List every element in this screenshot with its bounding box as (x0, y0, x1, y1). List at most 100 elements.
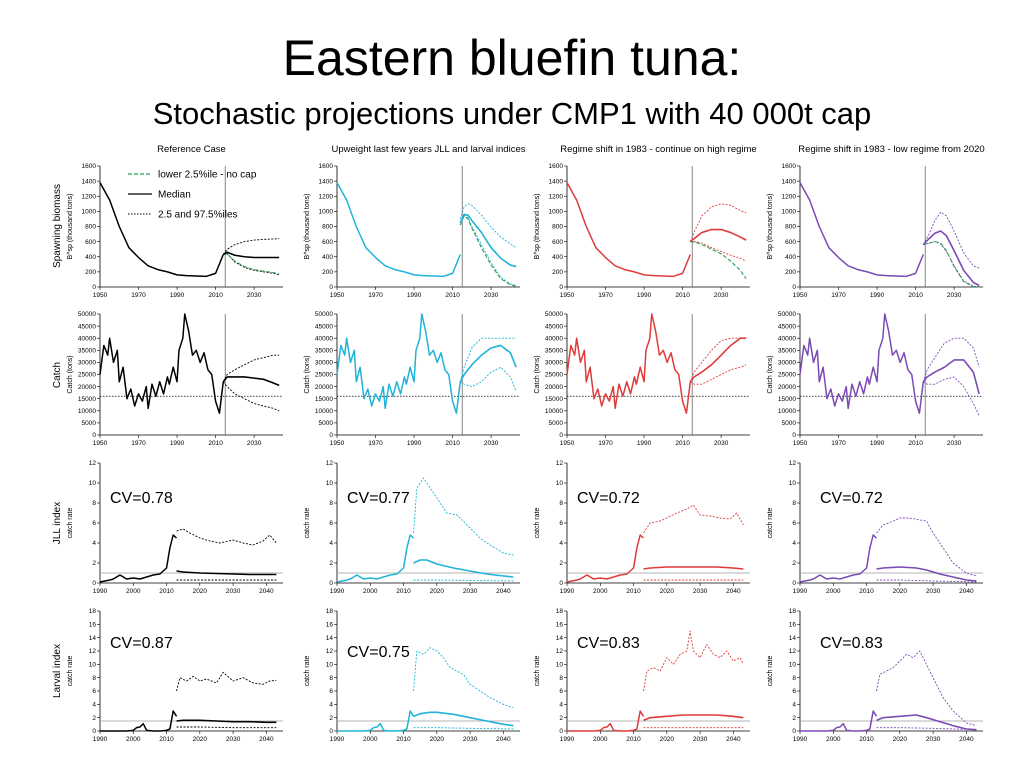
r1c2-historical-line (566, 313, 692, 414)
r3c0-ytick-label: 14 (89, 635, 97, 642)
r2c1-xtick-label: 1990 (330, 588, 345, 595)
r2c3-cv-label: CV=0.72 (820, 490, 883, 507)
column-title-0: Reference Case (157, 144, 226, 155)
r1c1-xtick-label: 2030 (484, 440, 499, 447)
r0c3-ylabel: B^sp (thousand tons) (767, 194, 774, 260)
r0c1-ytick-label: 1600 (319, 163, 334, 170)
r1c3-upper-percentile-line (922, 337, 980, 382)
r3c0-xtick-label: 2030 (226, 736, 241, 743)
r2c2-upper-percentile-line (643, 504, 744, 534)
r0c0-ytick-label: 400 (85, 254, 96, 261)
r3c2-ytick-label: 12 (556, 648, 564, 655)
r3c3-ytick-label: 0 (792, 728, 796, 735)
r3c3-xtick-label: 2030 (926, 736, 941, 743)
r2c2-ytick-label: 4 (559, 540, 563, 547)
r1c0-ytick-label: 40000 (78, 335, 96, 342)
r0c1-ytick-label: 1200 (319, 193, 334, 200)
r2c2-cv-label: CV=0.72 (577, 490, 640, 507)
r3c1-ytick-label: 8 (329, 675, 333, 682)
r3c0-xtick-label: 2040 (259, 736, 274, 743)
r0c2-ytick-label: 600 (552, 239, 563, 246)
r3c0-ytick-label: 18 (89, 608, 97, 615)
r1c1-xtick-label: 1950 (330, 440, 345, 447)
r0c1-xtick-label: 1990 (407, 292, 422, 299)
r0c3-ytick-label: 1600 (782, 163, 797, 170)
r3c3-lower-percentile-line (876, 727, 977, 731)
r1c0-median-line (222, 376, 280, 387)
r2c0-xtick-label: 2020 (193, 588, 208, 595)
r1c1-ytick-label: 20000 (315, 384, 333, 391)
r0c2-ytick-label: 0 (559, 284, 563, 291)
r1c0-ytick-label: 20000 (78, 384, 96, 391)
r0c3-ytick-label: 600 (785, 239, 796, 246)
r0c2-historical-line (566, 182, 691, 278)
r3c1-ytick-label: 16 (326, 622, 334, 629)
r2c1-lower-percentile-line (413, 579, 514, 582)
r1c2-ytick-label: 45000 (545, 323, 563, 330)
r2c0-xtick-label: 2030 (226, 588, 241, 595)
r2c0-ytick-label: 4 (92, 540, 96, 547)
r2c0-ytick-label: 0 (92, 580, 96, 587)
r2c1-xtick-label: 2010 (396, 588, 411, 595)
r2c0-median-line (176, 570, 277, 576)
r3c2-xtick-label: 2000 (593, 736, 608, 743)
r0c2-ytick-label: 1200 (549, 193, 564, 200)
r3c3-xtick-label: 2040 (959, 736, 974, 743)
r0c3-upper-percentile-line (922, 211, 980, 269)
r0c3-xtick-label: 2030 (947, 292, 962, 299)
r3c2-ytick-label: 0 (559, 728, 563, 735)
r0c2-ytick-label: 1400 (549, 178, 564, 185)
r1c2-xtick-label: 1970 (598, 440, 613, 447)
r1c0-xtick-label: 2030 (247, 440, 262, 447)
r0c3-xtick-label: 1970 (831, 292, 846, 299)
r3c1-ytick-label: 12 (326, 648, 334, 655)
r1c1-ytick-label: 35000 (315, 348, 333, 355)
r1c1-ytick-label: 15000 (315, 396, 333, 403)
r3c0-xtick-label: 2020 (193, 736, 208, 743)
r0c1-upper-percentile-line (459, 203, 517, 249)
r0c1-ytick-label: 600 (322, 239, 333, 246)
r1c0-ytick-label: 35000 (78, 348, 96, 355)
r1c1-ytick-label: 40000 (315, 335, 333, 342)
r1c1-median-line (459, 344, 517, 383)
r3c1-ytick-label: 0 (329, 728, 333, 735)
r0c0-xtick-label: 1990 (170, 292, 185, 299)
r1c2-ytick-label: 0 (559, 432, 563, 439)
r1c2-ytick-label: 20000 (545, 384, 563, 391)
r0c0-ytick-label: 1200 (82, 193, 97, 200)
r0c1-median-line (459, 213, 517, 268)
r0c1-historical-line (336, 182, 461, 278)
row-label-2: JLL index (52, 502, 63, 544)
r2c0-xtick-label: 1990 (93, 588, 108, 595)
r2c2-ytick-label: 6 (559, 520, 563, 527)
r0c3-nocap-line (923, 241, 980, 288)
r0c3-xtick-label: 1990 (870, 292, 885, 299)
r1c1-ytick-label: 0 (329, 432, 333, 439)
r0c0-xtick-label: 1950 (93, 292, 108, 299)
r1c2-xtick-label: 1950 (560, 440, 575, 447)
r3c1-xtick-label: 1990 (330, 736, 345, 743)
r1c0-xtick-label: 2010 (208, 440, 223, 447)
r1c1-ytick-label: 10000 (315, 408, 333, 415)
r2c2-historical-line (566, 534, 645, 583)
r0c1-ytick-label: 1000 (319, 209, 334, 216)
r3c2-ytick-label: 2 (559, 715, 563, 722)
r0c2-ytick-label: 800 (552, 224, 563, 231)
r1c3-median-line (922, 359, 980, 395)
r0c2-upper-percentile-line (689, 203, 747, 242)
r0c0-ytick-label: 200 (85, 269, 96, 276)
r1c3-ytick-label: 5000 (782, 420, 797, 427)
r2c2-xtick-label: 2000 (593, 588, 608, 595)
r2c1-xtick-label: 2020 (430, 588, 445, 595)
r2c0-cv-label: CV=0.78 (110, 490, 173, 507)
r3c0-ylabel: catch rate (67, 656, 74, 687)
r0c3-ytick-label: 400 (785, 254, 796, 261)
r1c3-ytick-label: 35000 (778, 348, 796, 355)
r3c1-cv-label: CV=0.75 (347, 644, 410, 661)
r2c2-xtick-label: 1990 (560, 588, 575, 595)
r2c1-xtick-label: 2000 (363, 588, 378, 595)
r1c1-ylabel: Catch (tons) (304, 355, 311, 393)
r3c3-ytick-label: 10 (789, 662, 797, 669)
r0c0-historical-line (99, 182, 224, 278)
r3c1-median-line (413, 711, 514, 727)
